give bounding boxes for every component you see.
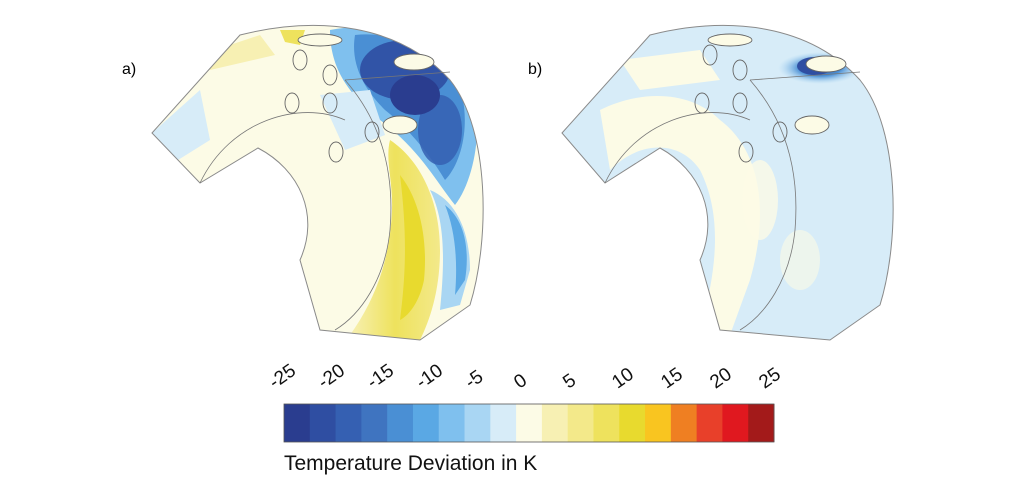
colorbar-swatch xyxy=(593,404,620,442)
colorbar-swatch xyxy=(284,404,311,442)
colorbar-swatch xyxy=(490,404,517,442)
contour-plot-a xyxy=(151,24,484,341)
panel-label-a: a) xyxy=(122,61,137,78)
colorbar-swatch xyxy=(387,404,414,442)
colorbar-swatch xyxy=(335,404,362,442)
colorbar-frame xyxy=(283,403,775,443)
colorbar-swatch xyxy=(567,404,594,442)
colorbar-swatch xyxy=(541,404,569,442)
colorbar-swatch xyxy=(645,404,672,442)
colorbar-swatch xyxy=(670,404,698,442)
panel-label-b: b) xyxy=(528,61,543,78)
colorbar-swatch xyxy=(696,404,723,442)
colorbar-swatch xyxy=(619,404,646,442)
contour-plot-b xyxy=(561,24,894,341)
colorbar-swatch xyxy=(361,404,388,442)
colorbar-swatch xyxy=(748,404,775,442)
colorbar xyxy=(283,403,775,443)
colorbar-swatch xyxy=(464,404,491,442)
colorbar-swatch xyxy=(438,404,466,442)
colorbar-swatch xyxy=(516,404,543,442)
colorbar-title: Temperature Deviation in K xyxy=(284,452,538,475)
colorbar-swatch xyxy=(412,404,440,442)
colorbar-swatch xyxy=(309,404,337,442)
colorbar-swatch xyxy=(722,404,749,442)
